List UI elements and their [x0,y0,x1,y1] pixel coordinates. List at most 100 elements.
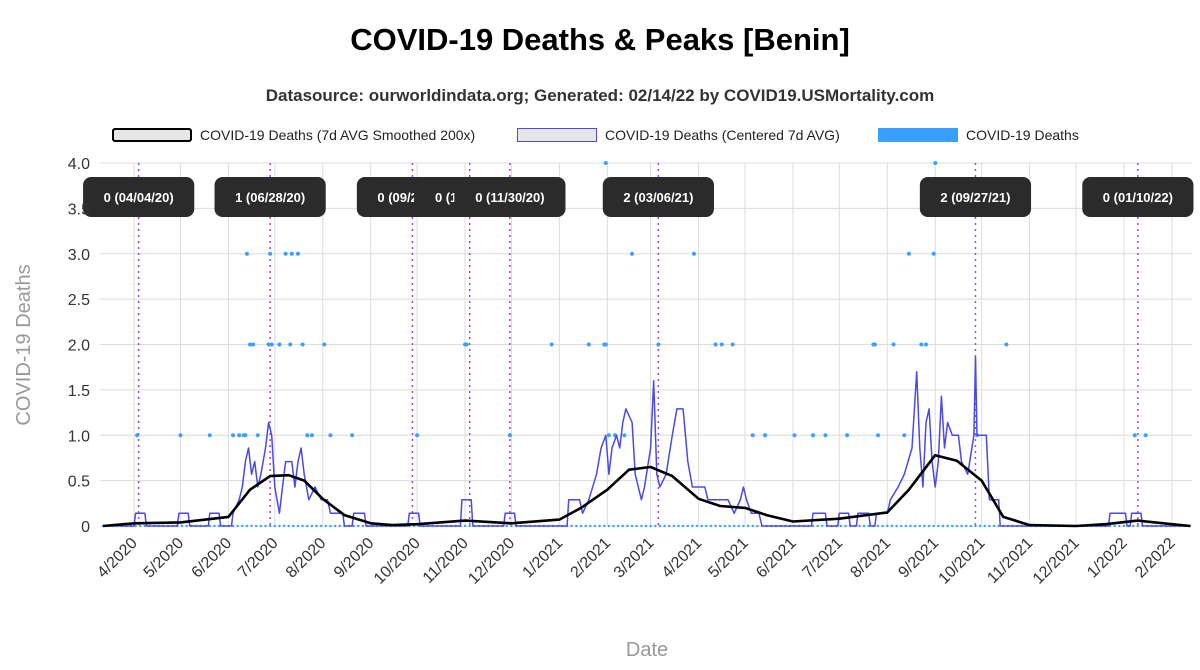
legend-item-centered-avg: COVID-19 Deaths (Centered 7d AVG) [517,125,840,145]
daily-death-point-zero [310,524,314,528]
daily-death-point-zero [579,524,583,528]
daily-death-point [288,342,293,347]
daily-death-point-zero [589,524,592,528]
legend-swatch-smoothed [112,128,192,142]
x-axis-title: Date [626,639,668,661]
x-tick-label: 10/2020 [371,535,424,588]
daily-death-point-zero [273,524,276,528]
daily-death-point [178,433,183,438]
y-tick-label: 2.0 [68,338,90,355]
daily-death-point-zero [723,524,727,528]
daily-death-point-zero [143,524,147,528]
daily-death-point-zero [612,524,615,528]
daily-death-point [328,433,333,438]
daily-death-point-zero [862,524,866,528]
daily-death-point-zero [974,524,977,528]
daily-death-point [464,342,469,347]
daily-death-point [603,342,608,347]
daily-death-point-zero [268,524,272,528]
daily-death-point-zero [997,524,1000,528]
x-tick-label: 4/2020 [94,535,141,582]
daily-death-point-zero [236,524,239,528]
daily-death-point-zero [1113,524,1116,528]
daily-death-point-zero [937,524,940,528]
daily-death-point-zero [185,524,188,528]
daily-death-point-zero [691,524,694,528]
daily-death-point-zero [338,524,341,528]
peak-label: 0 (01/10/22) [1082,177,1194,217]
daily-death-point-zero [575,524,578,528]
daily-death-point [305,433,310,438]
daily-death-point-zero [593,524,597,528]
daily-death-point-zero [663,524,666,528]
daily-death-point-zero [510,524,513,528]
daily-death-point-zero [301,524,304,528]
daily-death-point-zero [668,524,671,528]
peak-label: 2 (03/06/21) [602,177,714,217]
daily-death-point-zero [357,524,360,528]
daily-death-point-zero [728,524,731,528]
daily-death-point-zero [213,524,216,528]
daily-death-point-zero [900,524,903,528]
daily-death-point [243,433,248,438]
daily-death-point [322,342,327,347]
peak-label-text: 0 (01/10/22) [1103,190,1173,205]
daily-death-point-zero [821,524,824,528]
daily-death-point-zero [607,524,611,528]
x-tick-label: 4/2021 [659,535,706,582]
daily-death-point [811,433,816,438]
daily-death-point-zero [1118,524,1121,528]
peak-label-text: 2 (03/06/21) [623,190,693,205]
daily-death-point-zero [306,524,309,528]
y-tick-label: 2.5 [68,292,90,309]
daily-death-point [792,433,797,438]
daily-death-point-zero [139,524,142,528]
x-tick-label: 8/2020 [283,535,330,582]
smoothed-series [102,453,1191,528]
daily-death-point-zero [890,524,894,528]
daily-death-point-zero [742,524,745,528]
chart-title: COVID-19 Deaths & Peaks [Benin] [350,22,850,57]
daily-death-point-zero [626,524,629,528]
daily-death-point-zero [324,524,328,528]
daily-death-point-zero [463,524,467,528]
daily-death-point-zero [904,524,908,528]
x-tick-label: 3/2021 [611,535,658,582]
daily-death-point-zero [960,524,963,528]
daily-death-point [266,342,271,347]
daily-death-point [630,251,635,256]
legend-item-daily: COVID-19 Deaths [878,125,1079,145]
daily-death-point-zero [640,524,643,528]
daily-death-point-zero [955,524,959,528]
daily-death-point-zero [964,524,968,528]
daily-death-point-zero [616,524,620,528]
daily-death-point [309,433,314,438]
x-tick-label: 7/2021 [800,535,847,582]
daily-death-point-zero [978,524,982,528]
x-tick-label: 11/2020 [420,535,472,587]
daily-death-point-zero [361,524,365,528]
centered-avg-series [103,356,1191,527]
daily-death-point [135,433,140,438]
daily-death-point-zero [255,524,258,528]
daily-death-point-zero [250,524,253,528]
axes: 00.51.01.52.02.53.03.54.04/2020 5/2020 6/2… [13,156,1179,661]
daily-death-point-zero [649,524,652,528]
daily-death-point [763,433,768,438]
y-tick-label: 0.5 [68,474,90,491]
daily-death-point-zero [927,524,931,528]
daily-death-point [251,342,256,347]
daily-death-point-zero [1108,524,1112,528]
daily-death-point [269,342,274,347]
peak-label-text: 2 (09/27/21) [940,190,1010,205]
daily-death-point-zero [705,524,708,528]
daily-death-point-zero [969,524,973,528]
daily-death-point-zero [319,524,323,528]
daily-death-point-zero [635,524,638,528]
daily-death-point [268,251,273,256]
daily-death-point [719,342,724,347]
peak-label: 0 (11/30/20) [454,177,566,217]
daily-death-point [586,342,591,347]
x-tick-label: 1/2021 [520,535,567,582]
daily-death-point-zero [941,524,945,528]
